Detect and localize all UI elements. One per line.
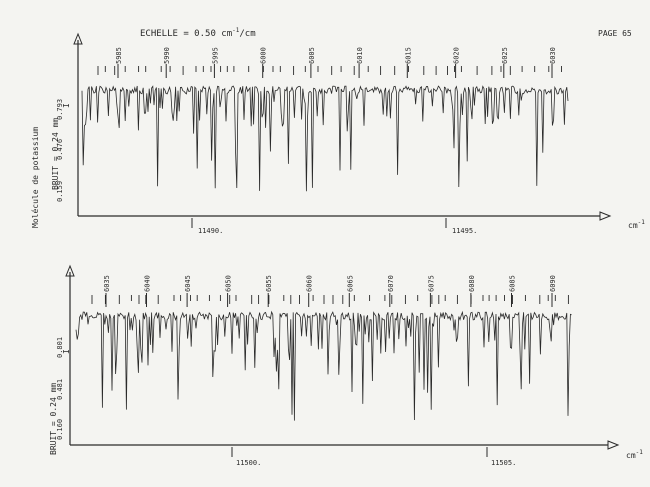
lower-line-number: 6040	[144, 275, 152, 292]
lower-line-number: 6090	[549, 275, 557, 292]
upper-line-number: 5995	[211, 47, 219, 64]
lower-line-number: 6065	[346, 275, 354, 292]
lower-line-number: 6055	[265, 275, 273, 292]
upper-ytick-1: 0.159	[56, 181, 64, 202]
upper-spectrum-trace	[81, 85, 569, 192]
lower-line-number: 6035	[103, 275, 111, 292]
upper-line-number: 6010	[356, 47, 364, 64]
lower-x-arrow	[607, 440, 620, 450]
upper-line-number: 6025	[501, 47, 509, 64]
upper-xtick-2: 11495.	[452, 227, 477, 235]
upper-line-number: 5985	[115, 47, 123, 64]
lower-ytick-2: 0.481	[56, 379, 64, 400]
lower-xtick-2: 11505.	[491, 459, 516, 467]
upper-xtick-1: 11490.	[198, 227, 223, 235]
lower-xtick-1: 11500.	[236, 459, 261, 467]
molecule-label: Molécule de potassium	[30, 127, 40, 228]
upper-line-number: 6020	[453, 47, 461, 64]
upper-line-number: 5990	[163, 47, 171, 64]
lower-line-number: 6070	[387, 275, 395, 292]
lower-line-number: 6085	[509, 275, 517, 292]
lower-ytick-3: 0.801	[56, 337, 64, 358]
upper-y-arrow	[73, 32, 83, 45]
lower-line-number: 6060	[306, 275, 314, 292]
lower-y-label: I	[62, 349, 71, 354]
upper-noise-label: BRUIT = 0.24 mm	[51, 118, 60, 190]
upper-line-number: 6000	[260, 47, 268, 64]
upper-line-number: 6015	[404, 47, 412, 64]
lower-line-number: 6075	[427, 275, 435, 292]
upper-y-label: I	[62, 103, 71, 108]
page-number: PAGE 65	[598, 29, 632, 38]
lower-ytick-1: 0.160	[56, 419, 64, 440]
lower-panel: 0.160 0.481 0.801 BRUIT = 0.24 mm I 1150…	[49, 264, 643, 467]
lower-line-number: 6050	[225, 275, 233, 292]
upper-ytick-2: 0.476	[56, 139, 64, 160]
upper-x-arrow	[599, 211, 612, 221]
upper-line-number: 6030	[549, 47, 557, 64]
upper-ytick-3: 0.793	[56, 99, 64, 120]
lower-noise-label: BRUIT = 0.24 mm	[49, 383, 58, 455]
lower-y-arrow	[65, 264, 75, 277]
scale-label: ECHELLE = 0.50 cm-1/cm	[140, 27, 256, 39]
spectrum-traces: 5985 5990 5995 6000 6005 6010 6015 6020 6025 6030…	[75, 47, 572, 421]
upper-panel: 0.159 0.476 0.793 BRUIT = 0.24 mm I 1149…	[51, 32, 645, 235]
upper-x-unit: cm-1	[628, 219, 645, 230]
lower-line-number: 6080	[468, 275, 476, 292]
upper-line-number: 6005	[308, 47, 316, 64]
lower-line-number: 6045	[184, 275, 192, 292]
lower-spectrum-trace	[75, 310, 572, 421]
lower-x-unit: cm-1	[626, 449, 643, 460]
